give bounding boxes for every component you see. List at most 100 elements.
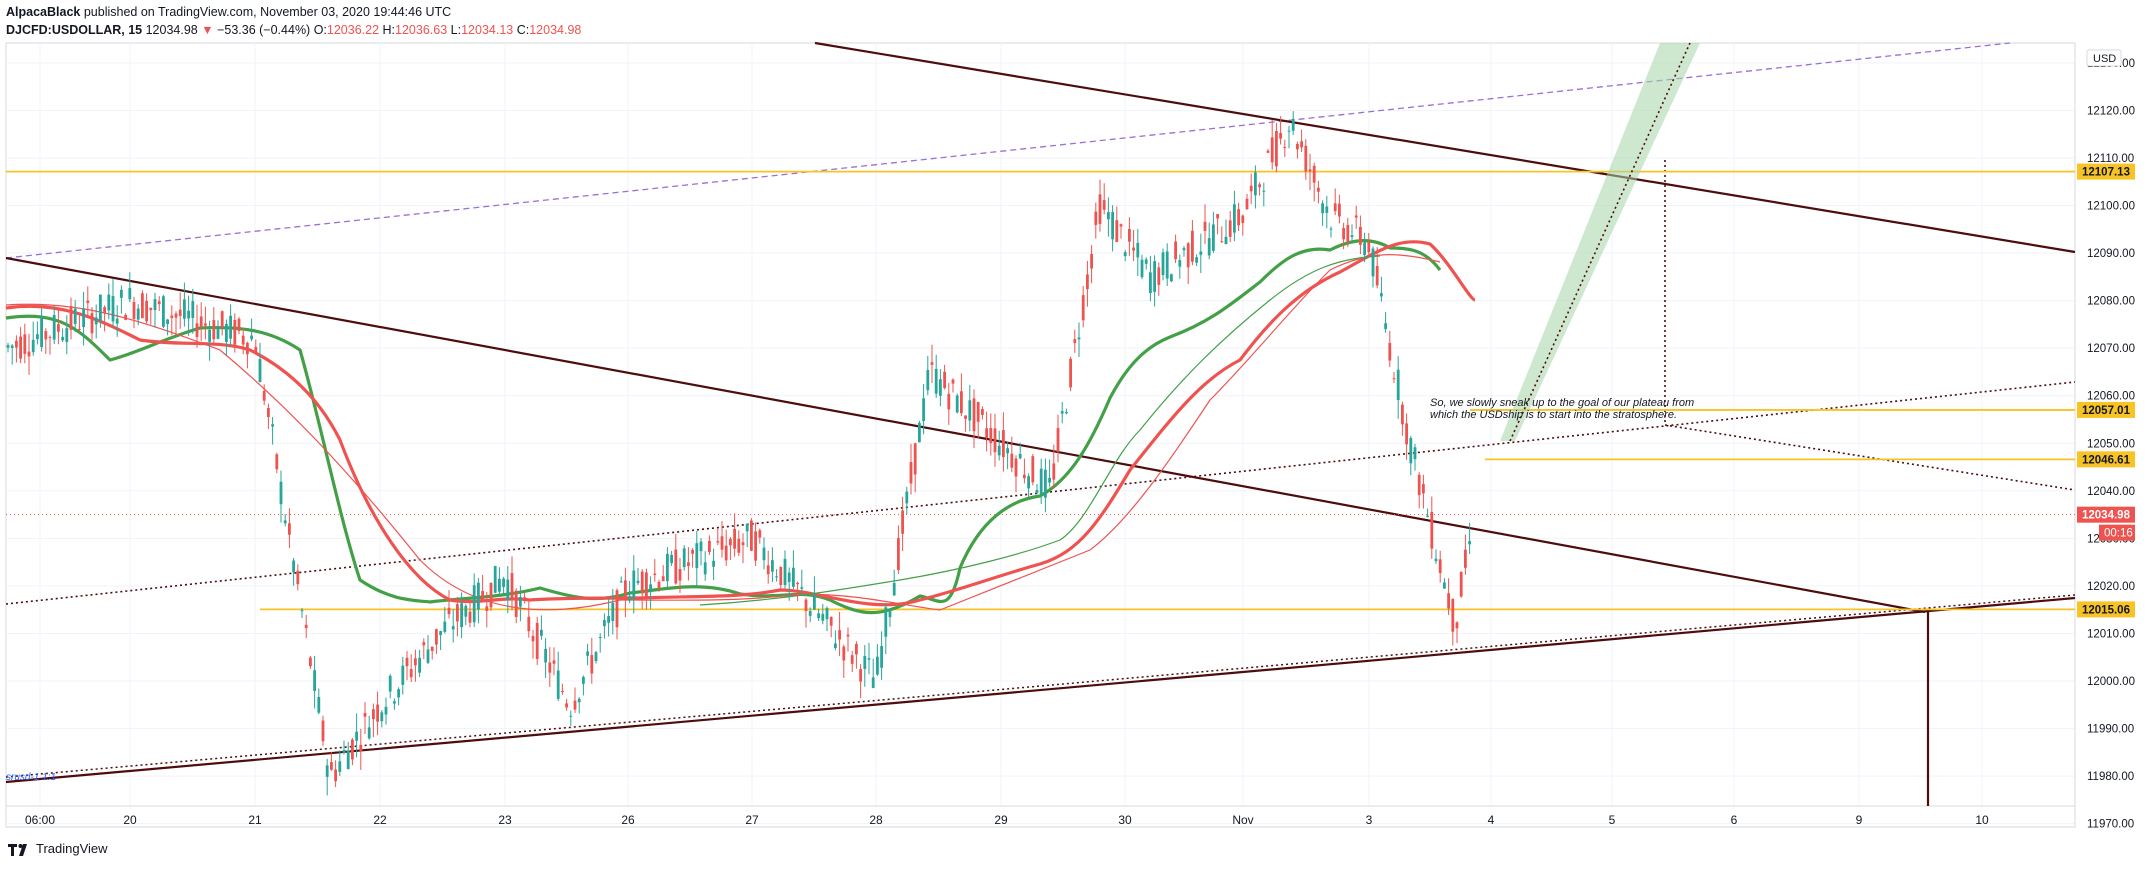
candle-body — [607, 616, 610, 623]
tradingview-logo-icon[interactable] — [8, 842, 30, 856]
uptrend-support-dotted — [5, 594, 2076, 778]
candle-body — [498, 578, 501, 592]
candle-body — [1069, 358, 1072, 388]
candle-body — [544, 648, 547, 663]
candle-body — [397, 689, 400, 698]
footer: TradingView — [8, 841, 108, 856]
candle-body — [813, 594, 816, 610]
candle-body — [611, 602, 615, 621]
candle-body — [355, 731, 358, 741]
candle-body — [103, 307, 106, 313]
candle-body — [1052, 463, 1056, 480]
candle-body — [603, 620, 606, 627]
open-label: O: — [313, 23, 327, 37]
price-tick-label: 11990.00 — [2087, 724, 2134, 736]
price-label-text: 12034.98 — [2082, 510, 2131, 522]
candle-body — [1018, 453, 1022, 459]
candle-body — [405, 657, 409, 667]
candle-body — [565, 703, 568, 708]
candle-body — [745, 523, 749, 532]
candle-body — [615, 590, 619, 628]
candle-body — [1195, 257, 1198, 263]
candle-body — [489, 582, 493, 608]
candle-body — [1031, 456, 1035, 483]
candle-body — [40, 316, 43, 348]
price-tick-label: 11970.00 — [2087, 819, 2134, 831]
candle-body — [141, 293, 144, 319]
candle-body — [1384, 323, 1387, 330]
candle-body — [619, 581, 623, 583]
change-arrow-icon: ▼ — [201, 23, 214, 37]
candle-body — [1304, 145, 1308, 172]
candle-body — [934, 368, 938, 394]
candle-body — [955, 395, 959, 413]
candle-body — [888, 611, 892, 618]
candle-body — [111, 295, 115, 322]
candle-body — [800, 587, 804, 589]
candle-body — [792, 567, 795, 587]
annotation-line-2: which the USDship is to start into the s… — [1430, 409, 1677, 421]
candle-body — [233, 319, 237, 345]
candle-body — [1119, 224, 1123, 227]
candle-body — [145, 300, 148, 322]
author-name[interactable]: AlpacaBlack — [6, 5, 81, 19]
candle-body — [178, 309, 182, 316]
ohlc-row: DJCFD:USDOLLAR, 15 12034.98 ▼ −53.36 (−0… — [6, 21, 581, 39]
candle-body — [741, 542, 745, 546]
candle-body — [766, 565, 770, 575]
candle-body — [6, 345, 10, 348]
candle-body — [905, 491, 909, 504]
candle-body — [1144, 259, 1148, 264]
candle-body — [1140, 259, 1144, 278]
candle-body — [1388, 343, 1392, 361]
candle-body — [506, 579, 510, 600]
time-tick-label: Nov — [1232, 813, 1253, 827]
price-label-box — [2077, 506, 2135, 523]
candle-body — [27, 351, 31, 357]
candle-body — [850, 655, 854, 664]
candle-body — [1438, 559, 1442, 574]
plot-area[interactable] — [5, 42, 2076, 828]
candle-body — [1392, 378, 1396, 380]
candle-body — [1329, 228, 1333, 230]
candle-body — [132, 302, 136, 319]
candle-body — [456, 604, 459, 622]
candle-body — [1098, 194, 1102, 224]
time-tick-label: 30 — [1118, 813, 1132, 827]
candle-body — [838, 630, 841, 640]
candle-body — [981, 408, 984, 415]
channel-line-purple — [5, 42, 2011, 259]
time-tick-label: 22 — [373, 813, 387, 827]
candle-body — [1459, 572, 1463, 597]
brand-name[interactable]: TradingView — [36, 841, 108, 856]
candle-body — [527, 616, 531, 632]
candle-body — [645, 572, 648, 598]
candle-body — [876, 656, 879, 675]
candle-body — [737, 538, 741, 553]
time-axis[interactable]: 06:00 20 21 22 23 26 27 28 29 30 Nov 3 4 5 6 9 10 — [6, 805, 2075, 827]
candle-body — [254, 346, 258, 354]
candle-body — [1081, 295, 1085, 321]
candle-body — [1086, 274, 1089, 290]
candle-body — [657, 581, 661, 589]
candle-body — [892, 582, 896, 596]
candle-body — [170, 315, 174, 318]
price-axis[interactable]: 11970.00 11980.00 11990.00 12000.00 12010.00… — [2074, 43, 2135, 831]
candle-body — [1266, 150, 1270, 153]
time-tick-label: 28 — [869, 813, 883, 827]
candle-body — [237, 318, 241, 332]
candle-body — [825, 607, 829, 620]
candle-body — [540, 629, 543, 636]
candle-body — [1228, 220, 1232, 237]
candle-body — [1468, 541, 1471, 545]
candle-body — [384, 706, 388, 715]
candle-body — [338, 761, 342, 772]
price-tick-label: 12060.00 — [2087, 391, 2135, 403]
candle-body — [309, 657, 312, 667]
candle-body — [57, 324, 60, 332]
candle-body — [703, 562, 707, 575]
candle-body — [157, 301, 161, 305]
candle-body — [1203, 221, 1207, 231]
candle-body — [829, 616, 833, 626]
